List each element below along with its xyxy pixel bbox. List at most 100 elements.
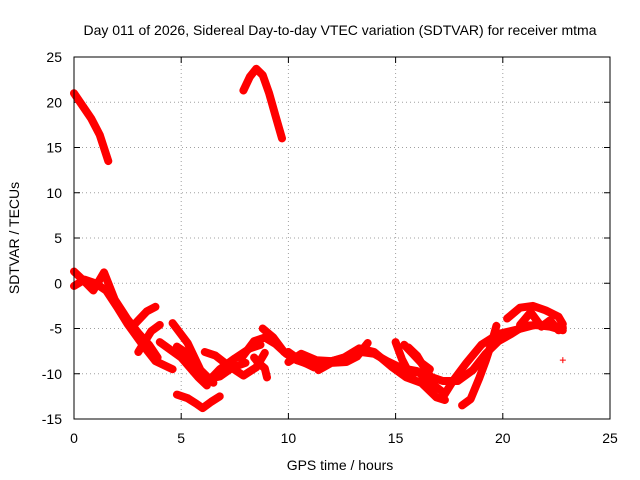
series-track-14 bbox=[250, 353, 271, 382]
data-point bbox=[246, 73, 253, 80]
data-point bbox=[240, 87, 247, 94]
data-point bbox=[81, 276, 88, 283]
data-point bbox=[433, 394, 440, 401]
data-point bbox=[156, 339, 163, 346]
x-tick-label: 15 bbox=[388, 430, 404, 446]
data-point bbox=[240, 372, 247, 379]
series-track-band bbox=[130, 302, 160, 329]
data-point bbox=[169, 320, 176, 327]
series-track-band bbox=[155, 338, 211, 390]
data-point bbox=[426, 373, 433, 380]
data-point bbox=[405, 368, 412, 375]
data-point bbox=[238, 355, 245, 362]
data-point bbox=[529, 302, 536, 309]
data-point bbox=[559, 357, 566, 364]
data-point bbox=[231, 355, 238, 362]
data-point bbox=[270, 334, 277, 341]
data-point bbox=[538, 323, 545, 330]
data-point bbox=[313, 357, 320, 364]
x-tick-label: 0 bbox=[70, 430, 78, 446]
data-point bbox=[450, 377, 457, 384]
data-point bbox=[476, 375, 483, 382]
data-point bbox=[79, 102, 86, 109]
data-point bbox=[261, 365, 268, 372]
data-point bbox=[489, 338, 496, 345]
data-point bbox=[328, 359, 335, 366]
data-point bbox=[403, 374, 410, 381]
data-point bbox=[216, 366, 223, 373]
data-point bbox=[113, 303, 120, 310]
data-point bbox=[208, 398, 215, 405]
plot-frame bbox=[73, 56, 611, 420]
grid bbox=[74, 57, 610, 419]
data-point bbox=[143, 308, 150, 315]
data-point bbox=[516, 321, 523, 328]
data-point bbox=[184, 339, 191, 346]
series-track-23 bbox=[458, 321, 501, 410]
data-point bbox=[103, 287, 110, 294]
series-track-band bbox=[239, 64, 286, 143]
series-track-9 bbox=[168, 319, 218, 387]
data-point bbox=[388, 363, 395, 370]
data-point bbox=[399, 356, 406, 363]
data-point bbox=[261, 349, 268, 356]
data-point bbox=[278, 135, 285, 142]
data-point bbox=[420, 363, 427, 370]
data-point bbox=[405, 344, 412, 351]
y-axis-label: SDTVAR / TECUs bbox=[6, 182, 22, 294]
data-point bbox=[135, 349, 142, 356]
data-point bbox=[216, 393, 223, 400]
series-track-17 bbox=[314, 339, 372, 375]
data-point bbox=[124, 320, 131, 327]
data-point bbox=[343, 358, 350, 365]
data-point bbox=[371, 349, 378, 356]
y-tick-label: 0 bbox=[54, 275, 62, 291]
series-track-26 bbox=[172, 390, 224, 413]
series-track-band bbox=[168, 319, 218, 387]
x-tick-label: 5 bbox=[177, 430, 185, 446]
chart-title: Day 011 of 2026, Sidereal Day-to-day VTE… bbox=[83, 22, 596, 38]
data-point bbox=[482, 358, 489, 365]
y-tick-label: -15 bbox=[42, 411, 62, 427]
data-point bbox=[193, 400, 200, 407]
data-point bbox=[255, 359, 262, 366]
data-point bbox=[197, 367, 204, 374]
series-track-band bbox=[391, 338, 419, 377]
series-track-band bbox=[172, 390, 224, 413]
data-point bbox=[251, 354, 258, 361]
x-tick-label: 25 bbox=[602, 430, 618, 446]
data-point bbox=[173, 343, 180, 350]
data-point bbox=[272, 112, 279, 119]
data-point bbox=[156, 321, 163, 328]
data-series bbox=[70, 64, 567, 413]
data-point bbox=[148, 328, 155, 335]
data-point bbox=[315, 367, 322, 374]
data-point bbox=[298, 358, 305, 365]
data-point bbox=[251, 338, 258, 345]
data-point bbox=[225, 362, 232, 369]
data-point bbox=[392, 339, 399, 346]
y-tick-labels: -15 -10 -5 0 5 10 15 20 25 bbox=[42, 49, 62, 427]
data-point bbox=[212, 352, 219, 359]
data-point bbox=[88, 115, 95, 122]
data-point bbox=[414, 352, 421, 359]
data-point bbox=[173, 391, 180, 398]
y-tick-label: 25 bbox=[46, 49, 62, 65]
data-point bbox=[152, 303, 159, 310]
data-point bbox=[263, 374, 270, 381]
data-point bbox=[495, 338, 502, 345]
data-point bbox=[527, 309, 534, 316]
data-point bbox=[92, 280, 99, 287]
data-point bbox=[504, 315, 511, 322]
data-point bbox=[439, 394, 446, 401]
series-isolated bbox=[559, 357, 566, 364]
data-point bbox=[463, 359, 470, 366]
data-point bbox=[439, 377, 446, 384]
data-point bbox=[152, 358, 159, 365]
data-point bbox=[542, 307, 549, 314]
data-point bbox=[259, 72, 266, 79]
data-point bbox=[101, 269, 108, 276]
series-track-5 bbox=[130, 302, 160, 329]
data-point bbox=[546, 317, 553, 324]
data-point bbox=[555, 313, 562, 320]
